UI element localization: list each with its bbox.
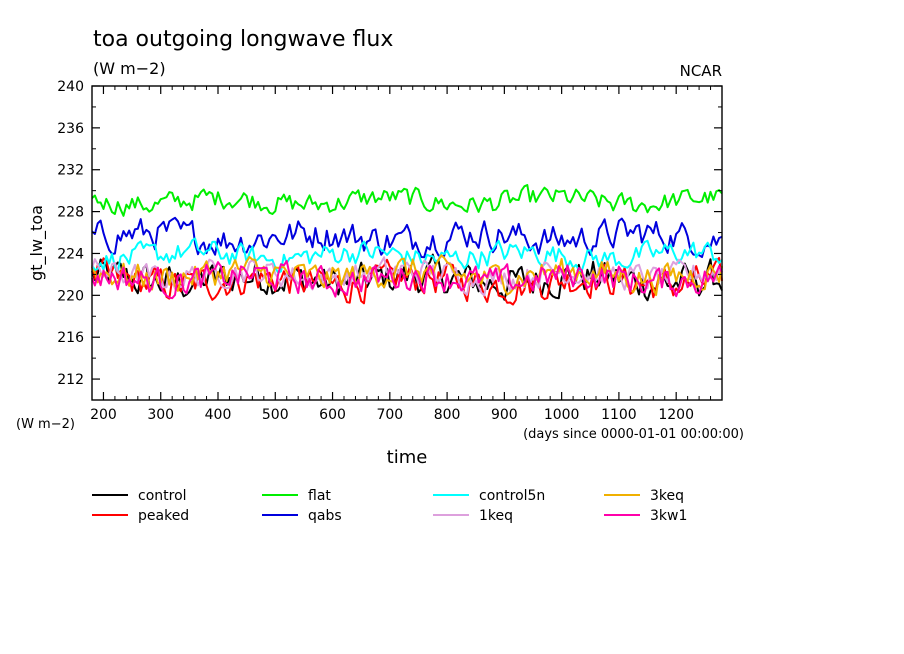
y-tick-label: 236: [57, 121, 84, 137]
x-tick-label: 600: [319, 407, 346, 423]
y-tick-label: 240: [57, 79, 84, 95]
legend-label-flat: flat: [308, 488, 331, 504]
y-tick-label: 232: [57, 163, 84, 179]
y-tick-label: 216: [57, 330, 84, 346]
x-tick-label: 400: [205, 407, 232, 423]
series-line-control5n: [91, 237, 723, 274]
x-tick-label: 700: [376, 407, 403, 423]
legend-label-1keq: 1keq: [479, 508, 513, 524]
y-tick-label: 224: [57, 246, 84, 262]
y-tick-label: 228: [57, 205, 84, 221]
legend: control flat control5n 3keq peaked qabs 1keq 3k…: [92, 488, 687, 524]
x-axis-label: time: [387, 447, 428, 468]
legend-label-3keq: 3keq: [650, 488, 684, 504]
x-tick-label: 300: [147, 407, 174, 423]
x-tick-label: 500: [262, 407, 289, 423]
legend-label-control5n: control5n: [479, 488, 545, 504]
legend-label-3kw1: 3kw1: [650, 508, 687, 524]
x-tick-label: 1000: [544, 407, 580, 423]
ticks-group: 200 300 400 500 600 700 800 900 1000 1100 1200 212 2…: [57, 79, 723, 423]
chart-subtitle: (W m−2): [93, 59, 166, 78]
x-tick-label: 900: [491, 407, 518, 423]
series-group: [91, 184, 723, 306]
x-tick-label: 1100: [601, 407, 637, 423]
y-axis-units: (W m−2): [16, 417, 75, 432]
series-line-flat: [91, 184, 723, 217]
legend-label-control: control: [138, 488, 187, 504]
series-line-3kw1: [91, 260, 723, 300]
x-tick-label: 800: [434, 407, 461, 423]
series-line-qabs: [91, 216, 723, 259]
legend-label-qabs: qabs: [308, 508, 342, 524]
x-tick-label: 200: [90, 407, 117, 423]
chart-credit: NCAR: [680, 62, 722, 80]
legend-label-peaked: peaked: [138, 508, 189, 524]
x-axis-units: (days since 0000-01-01 00:00:00): [523, 427, 744, 442]
x-tick-label: 1200: [658, 407, 694, 423]
y-tick-label: 220: [57, 288, 84, 304]
y-axis-label: gt_lw_toa: [27, 205, 47, 281]
y-tick-label: 212: [57, 372, 84, 388]
plot-frame: [91, 85, 723, 401]
chart-title: toa outgoing longwave flux: [93, 27, 393, 52]
